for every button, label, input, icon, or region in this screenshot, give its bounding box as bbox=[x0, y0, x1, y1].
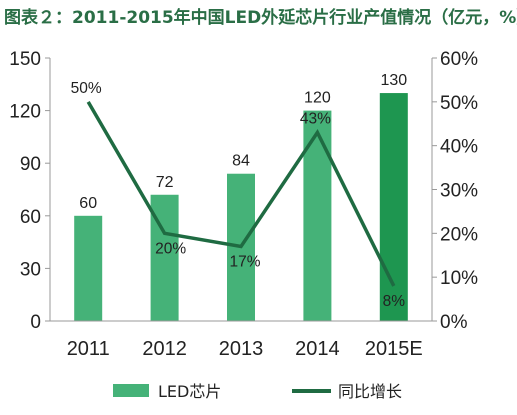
x-axis-tick-label: 2014 bbox=[295, 338, 340, 360]
legend-label-growth: 同比增长 bbox=[338, 382, 402, 401]
left-axis-tick-label: 30 bbox=[20, 259, 41, 280]
left-axis-tick-label: 120 bbox=[9, 102, 41, 123]
growth-value-label: 17% bbox=[229, 253, 260, 270]
right-axis-tick-label: 40% bbox=[440, 137, 478, 158]
bar-2014 bbox=[303, 110, 332, 321]
x-axis-tick-label: 2015E bbox=[365, 338, 423, 360]
x-axis-tick-label: 2013 bbox=[219, 338, 264, 360]
growth-value-label: 20% bbox=[155, 240, 186, 257]
legend-swatch-led-chip bbox=[113, 384, 149, 397]
bar-value-label: 120 bbox=[304, 90, 331, 107]
left-axis-tick-label: 0 bbox=[30, 312, 41, 333]
growth-value-label: 43% bbox=[300, 111, 331, 128]
right-axis-tick-label: 50% bbox=[440, 93, 478, 114]
bar-2015E bbox=[379, 93, 408, 321]
bar-value-label: 60 bbox=[79, 195, 97, 212]
chart-title: 图表２：2011-2015年中国LED外延芯片行业产值情况（亿元，%） bbox=[4, 8, 517, 28]
bar-value-label: 84 bbox=[232, 153, 250, 170]
right-axis-tick-label: 20% bbox=[440, 224, 478, 245]
growth-value-label: 50% bbox=[71, 80, 102, 97]
left-axis-tick-label: 90 bbox=[20, 154, 41, 175]
right-axis-tick-label: 30% bbox=[440, 181, 478, 202]
legend-label-led-chip: LED芯片 bbox=[158, 382, 221, 401]
left-axis-tick-label: 150 bbox=[9, 49, 41, 70]
growth-line bbox=[86, 100, 396, 287]
right-axis-tick-label: 60% bbox=[440, 49, 478, 70]
left-axis-tick-label: 60 bbox=[20, 207, 41, 228]
x-axis-tick-label: 2011 bbox=[67, 338, 110, 360]
bar-value-label: 130 bbox=[380, 72, 407, 89]
x-axis-tick-label: 2012 bbox=[142, 338, 187, 360]
bar-2011 bbox=[74, 215, 103, 321]
right-axis-tick-label: 10% bbox=[440, 268, 478, 289]
growth-value-label: 8% bbox=[383, 293, 406, 310]
right-axis-tick-label: 0% bbox=[440, 312, 468, 333]
bar-value-label: 72 bbox=[156, 174, 174, 191]
